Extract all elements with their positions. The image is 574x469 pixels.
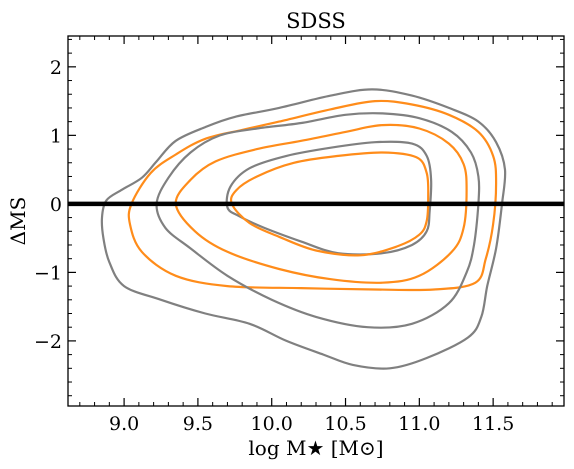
x-tick-label: 9.0 [109, 413, 139, 435]
y-tick-label: −2 [34, 331, 62, 353]
plot-background [68, 36, 564, 406]
x-tick-label: 10.0 [251, 413, 293, 435]
contour-gray-inner [225, 140, 433, 256]
y-axis-ticks: −2 −1 0 1 2 [34, 38, 564, 397]
x-axis-label: log M★ [M⊙] [248, 436, 383, 460]
y-tick-label: 0 [50, 194, 62, 216]
x-tick-label: 11.0 [398, 413, 440, 435]
contour-gray-middle [155, 112, 481, 329]
y-tick-label: 2 [50, 57, 62, 79]
contour-orange-middle [174, 123, 468, 284]
contour-orange-inner [229, 151, 430, 257]
x-tick-label: 9.5 [183, 413, 213, 435]
chart-title: SDSS [286, 9, 346, 33]
x-tick-label: 10.5 [324, 413, 366, 435]
x-axis-ticks: 9.0 9.5 10.0 10.5 11.0 11.5 [79, 36, 553, 435]
y-axis-label: ΔMS [6, 197, 30, 246]
x-tick-label: 11.5 [472, 413, 514, 435]
y-tick-label: −1 [34, 262, 62, 284]
y-tick-label: 1 [50, 125, 62, 147]
